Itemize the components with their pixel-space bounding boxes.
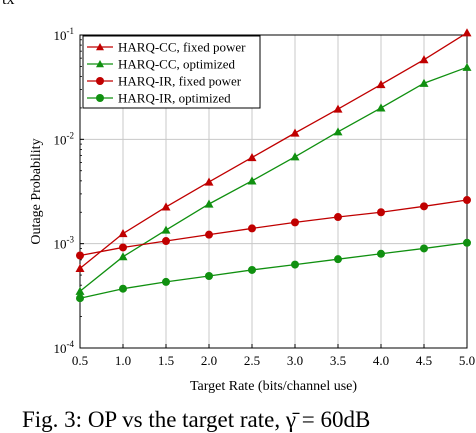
data-point-circle xyxy=(377,249,385,258)
data-point-triangle xyxy=(96,60,104,68)
data-point-circle xyxy=(334,213,342,222)
legend-box xyxy=(82,35,261,109)
x-tick-label: 2.0 xyxy=(201,353,217,368)
data-point-circle xyxy=(377,208,385,217)
legend: HARQ-CC, fixed power HARQ-CC, optimized HA… xyxy=(82,35,261,109)
data-point-triangle xyxy=(96,43,104,51)
data-point-triangle xyxy=(419,78,429,87)
y-tick-exponent: -3 xyxy=(67,235,75,245)
legend-item: HARQ-IR, optimized xyxy=(87,91,231,106)
data-point-circle xyxy=(248,224,256,233)
legend-label: HARQ-CC, fixed power xyxy=(118,40,246,55)
data-point-circle xyxy=(248,265,256,274)
x-tick-label: 3.5 xyxy=(330,353,346,368)
series-line xyxy=(79,199,468,257)
series-4 xyxy=(76,238,471,303)
page-header-fragment: tx xyxy=(2,0,14,9)
series-line xyxy=(79,66,468,292)
data-point-triangle xyxy=(204,199,214,208)
data-point-circle xyxy=(162,237,170,246)
data-point-triangle xyxy=(290,152,300,161)
data-point-triangle xyxy=(462,28,472,37)
y-tick-exponent: -1 xyxy=(67,26,75,36)
outage-probability-chart: 0.5 1.0 1.5 2.0 2.5 3.0 3.5 4.0 4.5 5.010-110-210… xyxy=(29,26,476,394)
data-point-triangle xyxy=(376,80,386,89)
legend-item: HARQ-IR, fixed power xyxy=(87,74,242,89)
legend-item: HARQ-CC, fixed power xyxy=(87,40,246,55)
data-point-circle xyxy=(420,202,428,211)
data-point-triangle xyxy=(419,55,429,64)
series-3 xyxy=(76,196,471,260)
x-tick-label: 1.0 xyxy=(115,353,131,368)
y-tick-exponent: -2 xyxy=(67,130,75,140)
data-point-triangle xyxy=(75,263,85,272)
data-point-triangle xyxy=(75,286,85,295)
data-point-circle xyxy=(162,277,170,286)
data-point-circle xyxy=(205,271,213,280)
data-point-circle xyxy=(76,294,84,303)
data-point-triangle xyxy=(118,252,128,261)
data-point-circle xyxy=(205,230,213,239)
data-point-circle xyxy=(420,244,428,253)
legend-label: HARQ-IR, optimized xyxy=(118,91,231,106)
data-point-triangle xyxy=(118,229,128,238)
series-line xyxy=(79,32,468,269)
x-tick-label: 4.5 xyxy=(416,353,432,368)
y-tick-base: 10 xyxy=(54,132,67,147)
x-tick-label: 1.5 xyxy=(158,353,174,368)
series-lines xyxy=(75,28,472,303)
plot-frame xyxy=(79,34,468,349)
data-point-circle xyxy=(119,243,127,252)
series-2 xyxy=(75,62,472,295)
x-tick-label: 0.5 xyxy=(72,353,88,368)
y-tick-label: 10-4 xyxy=(54,339,75,356)
y-tick-label: 10-1 xyxy=(54,26,75,43)
y-axis-title: Outage Probability xyxy=(29,138,44,244)
y-tick-label: 10-3 xyxy=(54,235,75,252)
data-point-triangle xyxy=(161,225,171,234)
data-point-triangle xyxy=(333,127,343,136)
data-point-circle xyxy=(463,196,471,205)
data-point-triangle xyxy=(247,152,257,162)
series-1 xyxy=(75,28,472,272)
data-point-triangle xyxy=(462,62,472,71)
x-tick-label: 2.5 xyxy=(244,353,260,368)
data-point-circle xyxy=(119,284,127,293)
data-point-circle xyxy=(291,260,299,269)
data-point-circle xyxy=(291,218,299,227)
y-tick-base: 10 xyxy=(54,28,67,43)
y-tick-label: 10-2 xyxy=(54,130,75,147)
data-point-circle xyxy=(76,251,84,260)
data-point-circle xyxy=(96,77,104,85)
y-tick-base: 10 xyxy=(54,237,67,252)
grid xyxy=(80,35,467,348)
data-point-triangle xyxy=(333,104,343,113)
series-line xyxy=(79,242,468,299)
data-point-circle xyxy=(96,94,104,102)
y-tick-exponent: -4 xyxy=(67,339,75,349)
data-point-triangle xyxy=(376,103,386,112)
x-axis-title: Target Rate (bits/channel use) xyxy=(190,379,357,394)
data-point-circle xyxy=(463,238,471,247)
data-point-triangle xyxy=(290,128,300,137)
data-point-circle xyxy=(334,255,342,264)
figure-caption: Fig. 3: OP vs the target rate, γ̄ = 60dB xyxy=(22,407,371,432)
axis-ticks: 0.5 1.0 1.5 2.0 2.5 3.0 3.5 4.0 4.5 5.010-110-210… xyxy=(54,26,476,368)
x-tick-label: 3.0 xyxy=(287,353,303,368)
data-point-triangle xyxy=(204,177,214,186)
data-point-triangle xyxy=(247,176,257,185)
x-tick-label: 5.0 xyxy=(459,353,475,368)
y-tick-base: 10 xyxy=(54,341,67,356)
data-point-triangle xyxy=(161,202,171,211)
legend-item: HARQ-CC, optimized xyxy=(87,57,235,72)
legend-label: HARQ-IR, fixed power xyxy=(118,74,242,89)
legend-label: HARQ-CC, optimized xyxy=(118,57,235,72)
x-tick-label: 4.0 xyxy=(373,353,389,368)
